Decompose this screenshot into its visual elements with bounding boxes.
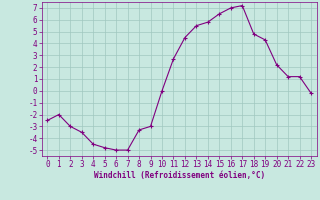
X-axis label: Windchill (Refroidissement éolien,°C): Windchill (Refroidissement éolien,°C) [94,171,265,180]
